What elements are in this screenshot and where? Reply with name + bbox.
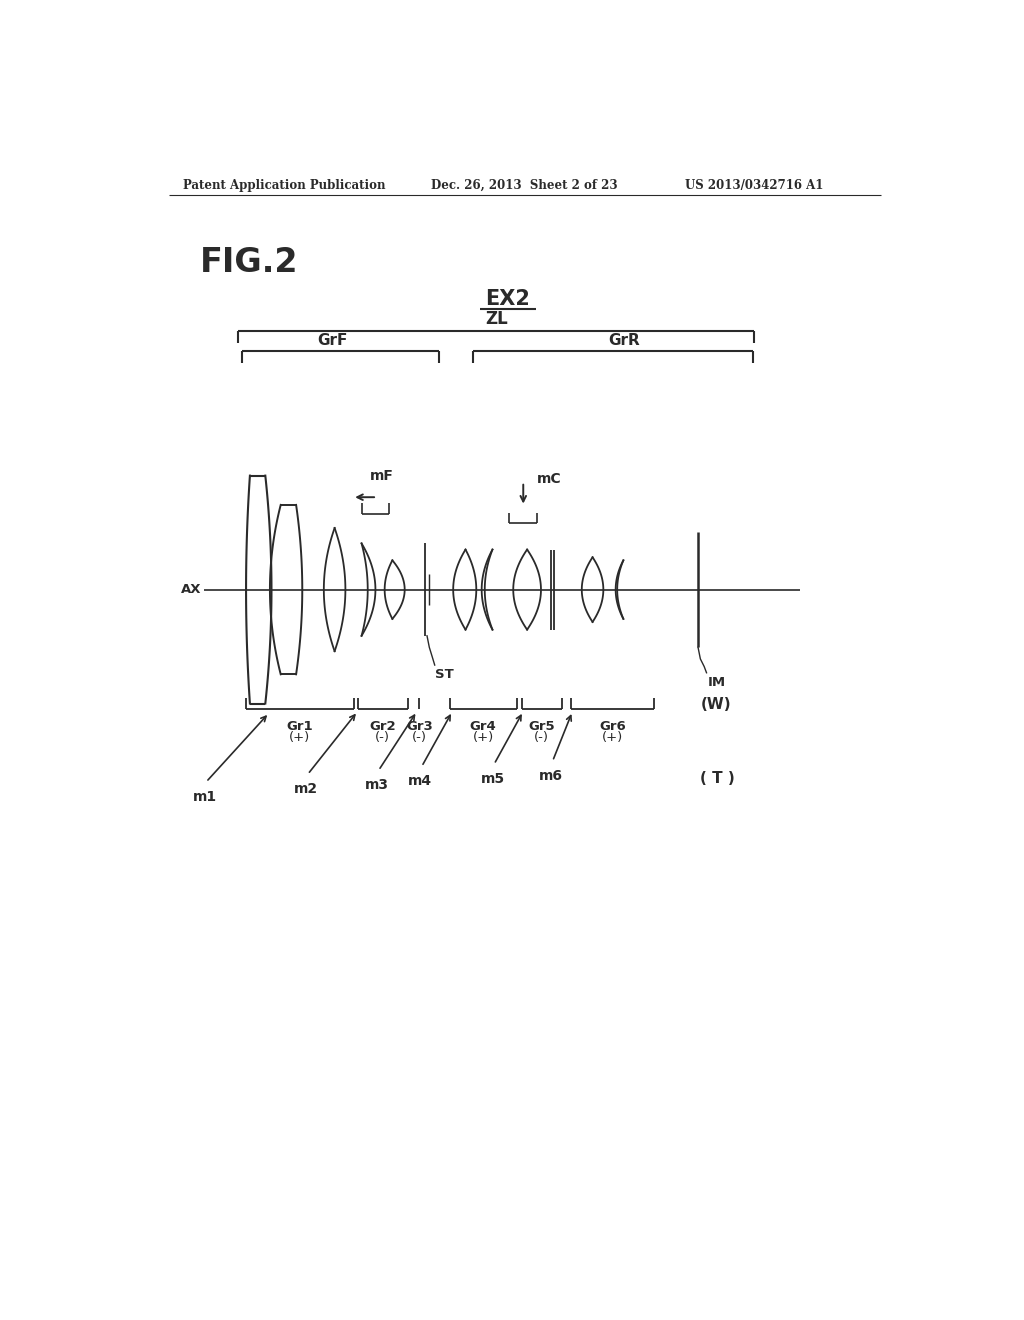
Text: mC: mC — [538, 473, 562, 487]
Text: GrF: GrF — [317, 333, 348, 347]
Text: EX2: EX2 — [485, 289, 530, 309]
Text: (-): (-) — [412, 730, 427, 743]
Text: IM: IM — [708, 676, 726, 689]
Text: Gr3: Gr3 — [406, 719, 433, 733]
Text: m6: m6 — [539, 770, 563, 783]
Text: ST: ST — [435, 668, 455, 681]
Text: m1: m1 — [193, 789, 216, 804]
Text: (-): (-) — [375, 730, 390, 743]
Text: AX: AX — [181, 583, 202, 597]
Text: m3: m3 — [365, 779, 389, 792]
Text: Dec. 26, 2013  Sheet 2 of 23: Dec. 26, 2013 Sheet 2 of 23 — [431, 178, 617, 191]
Text: m4: m4 — [408, 775, 432, 788]
Text: Gr1: Gr1 — [287, 719, 313, 733]
Text: (+): (+) — [602, 730, 624, 743]
Text: Gr2: Gr2 — [369, 719, 395, 733]
Text: FIG.2: FIG.2 — [200, 246, 298, 279]
Text: (W): (W) — [700, 697, 731, 711]
Text: (-): (-) — [535, 730, 549, 743]
Text: m2: m2 — [294, 781, 318, 796]
Text: (+): (+) — [290, 730, 310, 743]
Text: Gr6: Gr6 — [599, 719, 626, 733]
Text: mF: mF — [370, 470, 393, 483]
Text: Patent Application Publication: Patent Application Publication — [183, 178, 385, 191]
Text: m5: m5 — [480, 772, 505, 787]
Text: US 2013/0342716 A1: US 2013/0342716 A1 — [685, 178, 823, 191]
Text: GrR: GrR — [608, 333, 640, 347]
Text: Gr5: Gr5 — [528, 719, 555, 733]
Text: ( T ): ( T ) — [700, 771, 735, 785]
Text: Gr4: Gr4 — [470, 719, 497, 733]
Text: ZL: ZL — [485, 310, 508, 327]
Text: (+): (+) — [473, 730, 494, 743]
